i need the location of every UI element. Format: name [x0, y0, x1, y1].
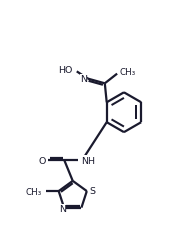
- Text: S: S: [90, 186, 96, 195]
- Text: HO: HO: [59, 65, 73, 74]
- Text: NH: NH: [81, 156, 95, 165]
- Text: O: O: [39, 156, 46, 165]
- Text: CH₃: CH₃: [25, 187, 42, 196]
- Text: CH₃: CH₃: [120, 68, 136, 77]
- Text: N: N: [80, 75, 87, 84]
- Text: N: N: [59, 204, 66, 213]
